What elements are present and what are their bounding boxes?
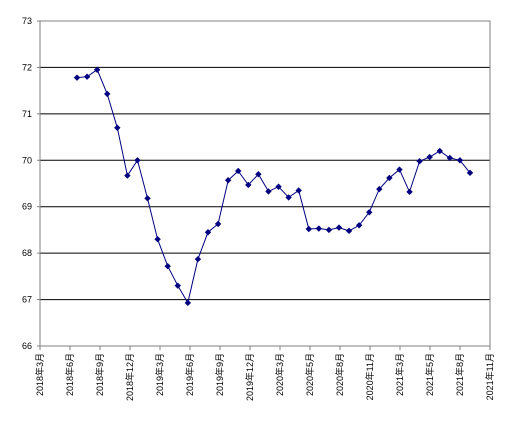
data-point xyxy=(355,222,363,229)
series-line xyxy=(76,68,471,305)
plot-area-border xyxy=(39,20,491,347)
data-point xyxy=(446,154,454,162)
data-point xyxy=(194,255,202,263)
x-tick-label: 2018年6月 xyxy=(64,353,75,396)
x-tick-label: 2019年6月 xyxy=(184,353,195,396)
data-point xyxy=(386,174,393,182)
data-point xyxy=(114,124,121,131)
data-point xyxy=(224,177,232,184)
data-point xyxy=(426,153,433,161)
gridlines xyxy=(40,66,490,301)
data-point xyxy=(245,181,252,189)
data-point xyxy=(345,227,353,235)
data-point xyxy=(335,224,343,231)
data-point xyxy=(406,188,413,196)
data-point xyxy=(93,66,101,73)
data-point xyxy=(285,194,292,201)
y-tick-label: 71 xyxy=(22,109,32,119)
x-tick-label: 2020年8月 xyxy=(334,353,345,396)
data-point xyxy=(144,195,151,202)
series-markers xyxy=(73,66,474,307)
data-point xyxy=(366,209,373,216)
x-tick-label: 2019年9月 xyxy=(214,353,225,396)
data-point xyxy=(174,282,181,289)
data-point xyxy=(73,74,81,81)
data-point xyxy=(315,225,323,232)
x-tick-label: 2020年3月 xyxy=(274,353,285,396)
data-point xyxy=(416,158,423,165)
y-tick-label: 69 xyxy=(22,202,32,212)
x-tick-label: 2021年11月 xyxy=(484,353,495,400)
x-tick-label: 2021年5月 xyxy=(424,353,435,396)
y-tick-label: 68 xyxy=(22,248,32,258)
data-point xyxy=(154,236,161,243)
data-point xyxy=(214,220,222,228)
data-point xyxy=(235,167,242,175)
x-tick-label: 2020年11月 xyxy=(364,353,375,400)
x-axis: 2018年3月 2018年6月 2018年9月 2018年12月 2019年3月 2019… xyxy=(34,346,495,401)
data-point xyxy=(124,172,131,179)
x-tick-label: 2019年3月 xyxy=(154,353,165,396)
y-tick-label: 70 xyxy=(22,155,32,165)
x-tick-label: 2018年12月 xyxy=(124,353,135,401)
data-point xyxy=(376,185,383,193)
data-point xyxy=(104,90,111,98)
y-tick-label: 66 xyxy=(22,341,32,351)
data-point xyxy=(184,299,192,307)
x-tick-label: 2020年5月 xyxy=(304,353,315,396)
y-tick-label: 72 xyxy=(22,62,32,72)
data-point xyxy=(204,229,212,236)
data-point xyxy=(325,226,333,234)
data-point xyxy=(265,188,272,195)
data-point xyxy=(164,262,171,270)
data-point xyxy=(134,157,141,164)
data-point xyxy=(436,147,443,155)
data-point xyxy=(456,157,464,164)
data-point xyxy=(396,166,403,173)
x-tick-label: 2019年12月 xyxy=(244,353,255,401)
data-point xyxy=(255,171,262,178)
x-tick-label: 2021年8月 xyxy=(454,353,465,396)
data-point xyxy=(275,183,282,190)
x-tick-label: 2018年9月 xyxy=(94,353,105,396)
y-tick-label: 73 xyxy=(22,16,32,26)
x-tick-label: 2021年3月 xyxy=(394,353,405,396)
data-point xyxy=(466,169,474,177)
data-point xyxy=(295,187,302,194)
data-point xyxy=(83,73,91,80)
x-tick-label: 2018年3月 xyxy=(34,353,45,396)
data-point xyxy=(305,225,312,233)
y-tick-label: 67 xyxy=(22,295,32,305)
